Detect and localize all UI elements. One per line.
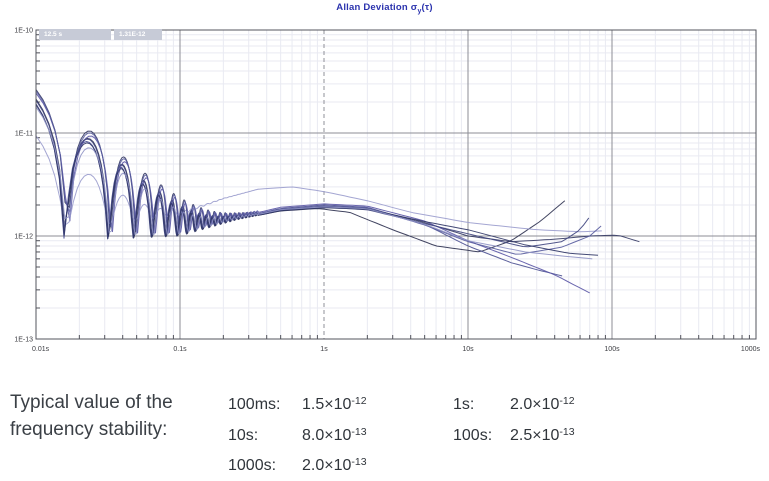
chart-title-prefix: Allan Deviation σ [336,2,418,13]
stability-value: 2.5×10-13 [510,426,575,445]
x-tick-label: 0.01s [32,346,50,353]
series-light-top [35,135,602,233]
series-light-low [35,106,593,260]
x-tick-label: 0.1s [173,346,187,353]
chart-title: Allan Deviation σy(τ) [0,2,769,15]
stability-value: 8.0×10-13 [302,426,367,445]
stability-row-100s: 100s: 2.5×10-13 [453,425,575,445]
y-tick-label: 1E-13 [14,337,33,344]
stability-heading-line1: Typical value of the [10,392,173,413]
stability-label: 100ms: [228,396,281,414]
stability-row-1s: 1s: 2.0×10-12 [453,394,575,414]
stability-heading-line2: frequency stability: [10,419,168,440]
stability-label: 1s: [453,396,475,414]
x-tick-label: 1000s [741,346,761,353]
y-tick-label: 1E-10 [14,28,33,35]
series-dark-long [35,89,640,243]
y-tick-label: 1E-11 [15,131,33,138]
stability-label: 1000s: [228,457,277,475]
stability-value: 2.0×10-12 [510,395,575,414]
chart-title-subscript: y [417,7,422,15]
stability-row-1000s: 1000s: 2.0×10-13 [228,455,367,475]
stability-value: 1.5×10-12 [302,395,367,414]
x-tick-label: 100s [604,346,620,353]
stability-row-100ms: 100ms: 1.5×10-12 [228,394,367,414]
series-dark-rise [35,98,566,253]
plot-border [35,29,757,340]
x-tick-label: 10s [462,346,474,353]
stability-label: 10s: [228,427,259,445]
stability-row-10s: 10s: 8.0×10-13 [228,425,367,445]
cursor-readout-tau: 12.5 s [39,29,111,40]
stability-label: 100s: [453,427,493,445]
x-tick-label: 1s [320,346,328,353]
chart-title-suffix: (τ) [421,2,433,13]
allan-deviation-plot: 0.01s 0.1s 1s 10s 100s 1000s 1E-10 1E-11 1E-12 1E… [14,28,761,354]
cursor-readout-sigma: 1.31E-12 [114,29,162,40]
stability-value: 2.0×10-13 [302,456,367,475]
y-tick-label: 1E-12 [14,234,33,241]
series-slate-end-rise [35,90,602,255]
series-navy-mid [35,104,599,256]
series-violet-low [35,92,590,294]
stability-heading: Typical value of the frequency stability… [10,389,173,443]
